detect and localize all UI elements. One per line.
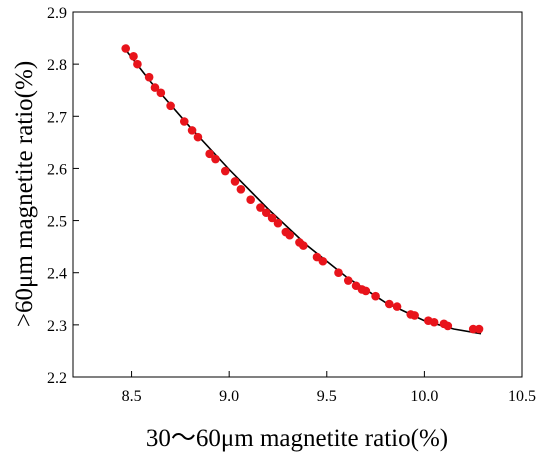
y-tick-label: 2.4: [47, 266, 67, 283]
data-point: [361, 286, 371, 296]
x-tick-label: 8.5: [122, 388, 142, 405]
data-point: [144, 72, 154, 82]
x-tick-label: 10.5: [508, 388, 536, 405]
data-point: [133, 59, 142, 69]
data-point: [318, 256, 328, 266]
data-point: [474, 324, 484, 334]
data-points: [121, 44, 484, 334]
data-point: [236, 184, 246, 194]
x-tick-label: 9.5: [317, 388, 337, 405]
data-point: [150, 83, 160, 92]
y-tick-label: 2.5: [47, 214, 67, 231]
data-point: [273, 218, 283, 228]
y-tick-label: 2.7: [47, 109, 67, 126]
data-point: [205, 149, 214, 159]
data-point: [384, 299, 394, 309]
data-point: [285, 230, 294, 240]
data-point: [267, 213, 277, 223]
y-axis-ticks: 2.2 2.3 2.4 2.5 2.6 2.7 2.8 2.9: [47, 5, 79, 387]
data-point: [179, 117, 189, 126]
y-tick-label: 2.8: [47, 57, 67, 74]
data-point: [443, 321, 453, 331]
data-point: [343, 276, 353, 285]
data-point: [334, 268, 343, 278]
data-point: [299, 241, 308, 250]
data-point: [220, 166, 230, 176]
data-point: [371, 291, 380, 301]
data-point: [429, 317, 439, 327]
data-point: [129, 52, 138, 61]
data-point: [392, 302, 402, 311]
y-tick-label: 2.6: [47, 161, 67, 178]
x-tick-label: 9.0: [219, 388, 239, 405]
y-tick-label: 2.3: [47, 318, 67, 335]
y-tick-label: 2.2: [47, 370, 67, 387]
data-point: [211, 154, 220, 164]
y-axis-title: >60μm magnetite ratio(%): [11, 61, 38, 327]
data-point: [410, 311, 419, 320]
data-point: [230, 177, 240, 186]
x-tick-label: 10.0: [410, 388, 438, 405]
x-axis-title: 30～60μm magnetite ratio(%): [146, 425, 448, 452]
data-point: [246, 195, 255, 205]
data-point: [261, 208, 271, 218]
data-point: [156, 88, 166, 98]
data-point: [187, 126, 197, 135]
y-tick-label: 2.9: [47, 5, 67, 22]
data-point: [193, 132, 203, 142]
fit-curve: [123, 47, 482, 335]
data-point: [256, 203, 265, 212]
plot-frame: [72, 11, 523, 378]
x-axis-ticks: 8.5 9.0 9.5 10.0 10.5: [122, 371, 536, 405]
data-point: [121, 44, 131, 53]
data-point: [166, 101, 175, 111]
